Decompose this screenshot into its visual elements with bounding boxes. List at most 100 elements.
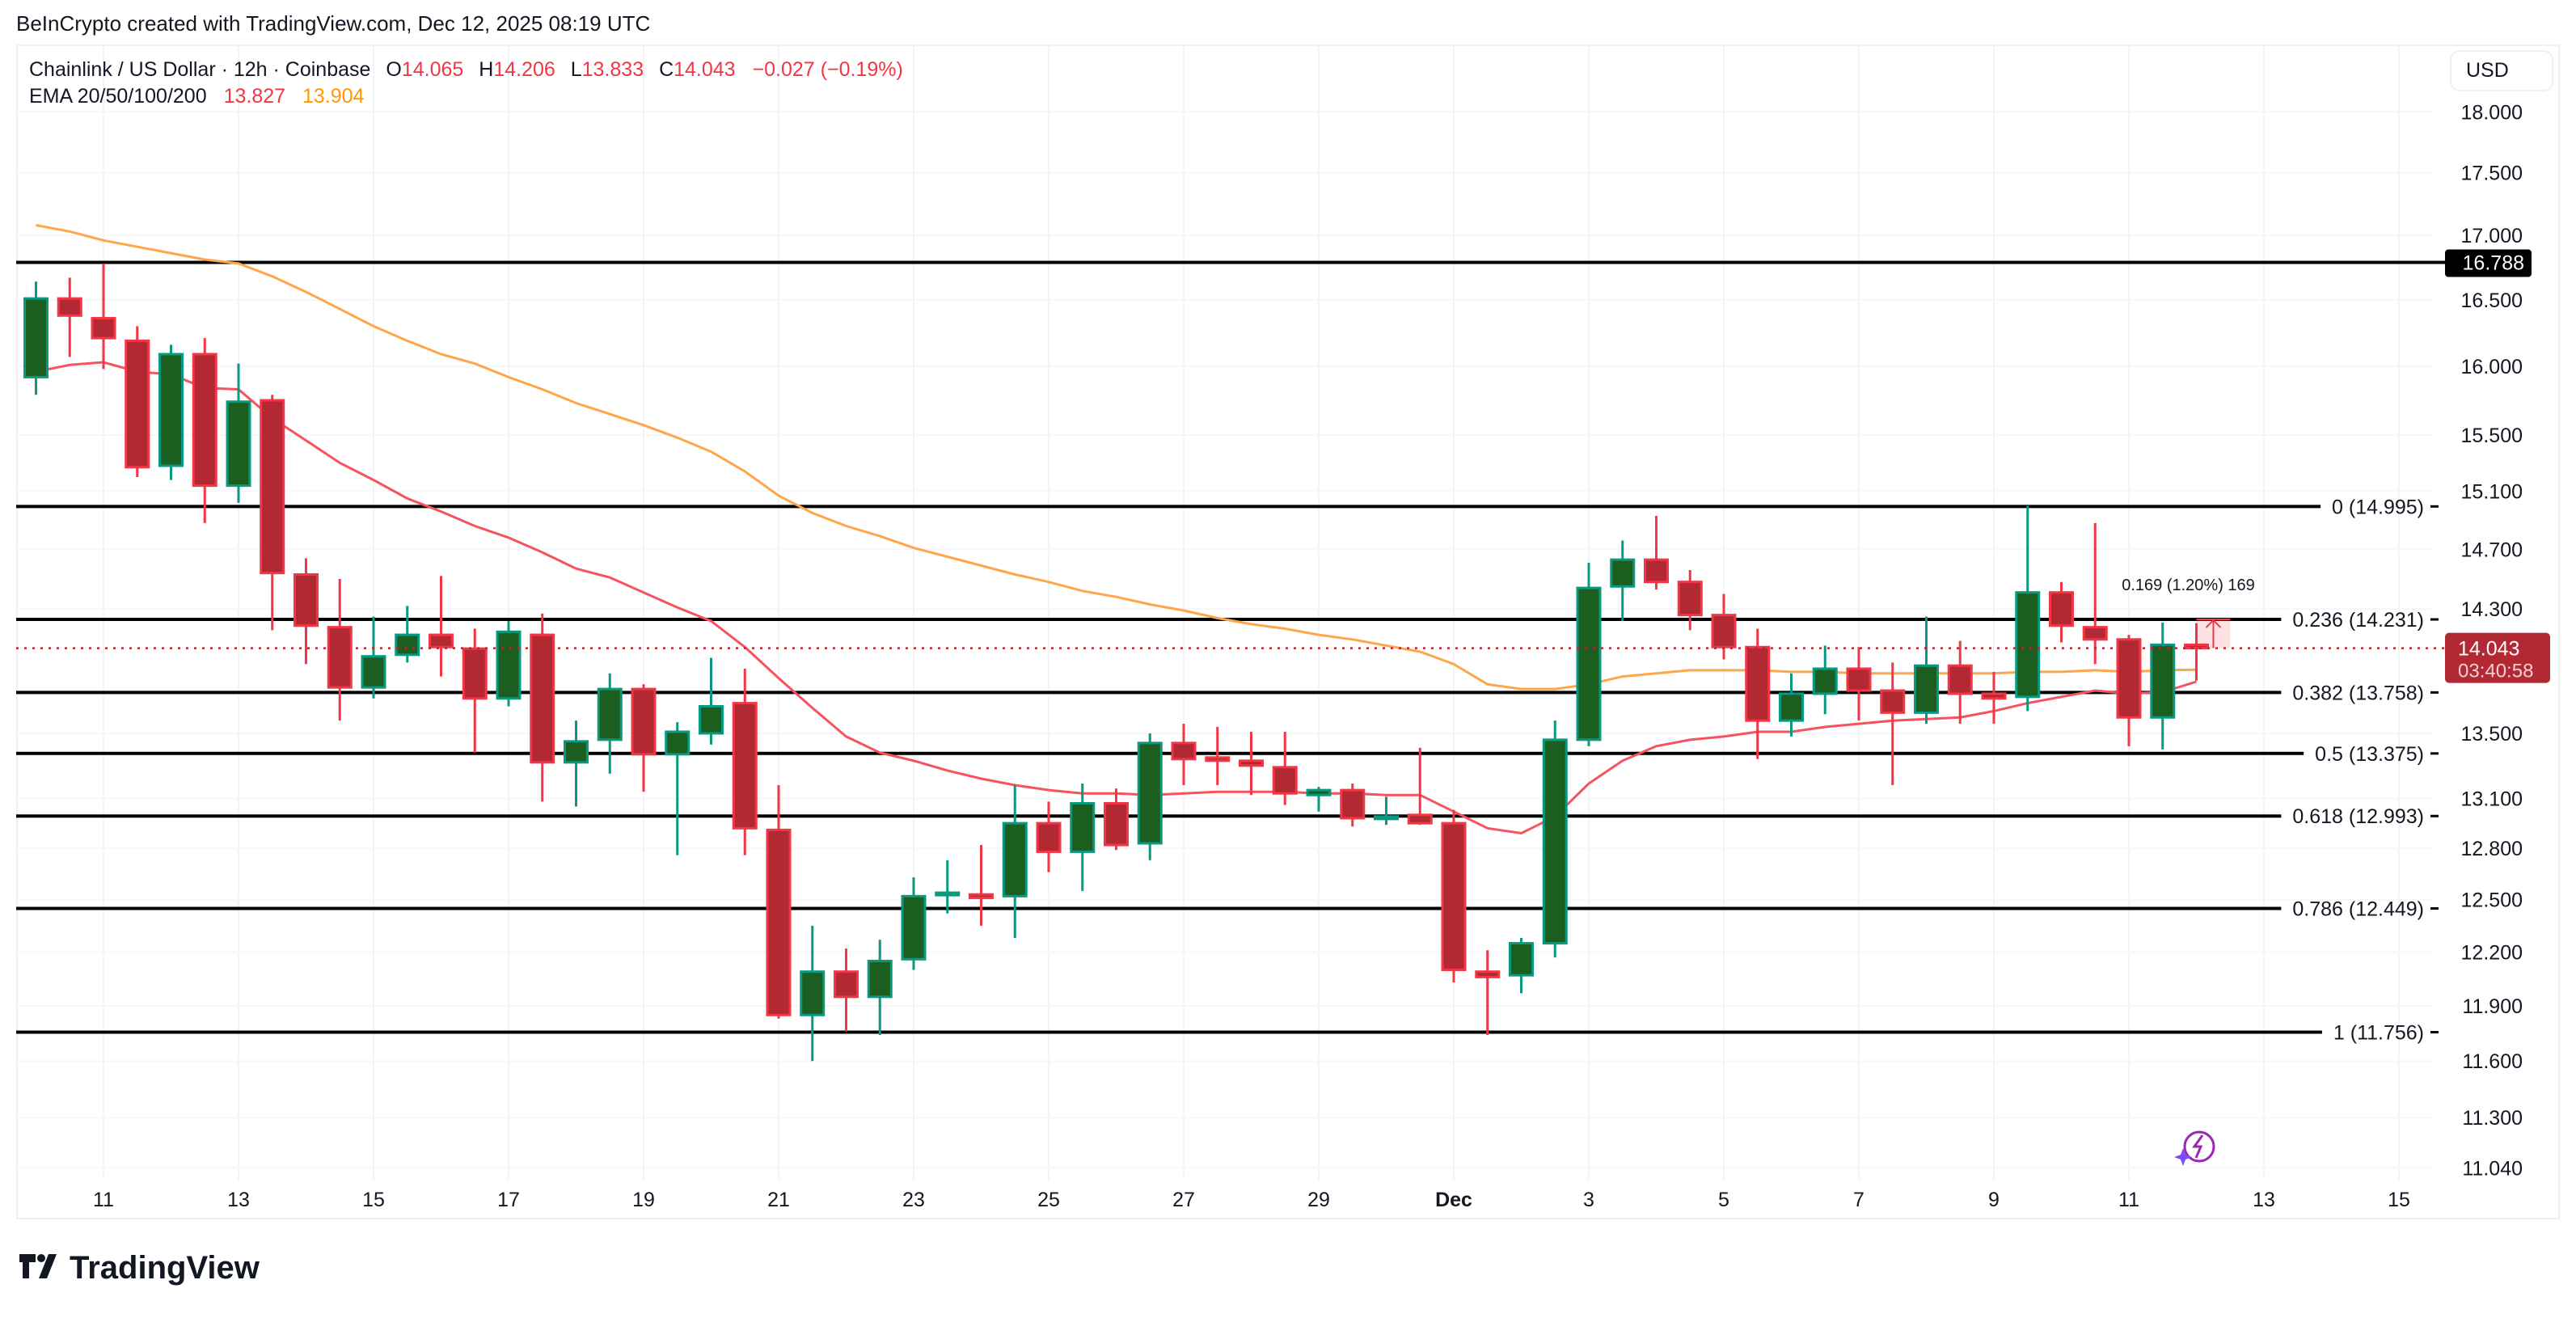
candle-up	[901, 877, 927, 970]
candle-down	[766, 785, 792, 1019]
candle-body	[2116, 638, 2142, 719]
candle-body	[2082, 626, 2108, 641]
candle-body	[327, 626, 353, 689]
ema-label[interactable]: EMA 20/50/100/200	[29, 85, 207, 108]
candle-body	[2184, 643, 2209, 650]
y-tick-label: 11.040	[2462, 1157, 2523, 1180]
symbol-title[interactable]: Chainlink / US Dollar · 12h · Coinbase	[29, 58, 371, 81]
candle-body	[1374, 815, 1399, 821]
icon-ring	[2183, 1130, 2215, 1163]
candle-body	[935, 891, 961, 897]
candle-down	[1104, 788, 1129, 851]
sparkle-icon	[2174, 1148, 2192, 1166]
candle-body	[1610, 558, 1636, 588]
candle-body	[631, 687, 657, 756]
x-tick-label: 27	[1172, 1189, 1195, 1211]
candle-body	[1981, 692, 2007, 700]
candle-body	[1104, 801, 1129, 847]
candle-down	[1644, 515, 1669, 589]
candle-down	[1239, 731, 1264, 796]
ema-50-value: 13.904	[302, 85, 365, 108]
candle-down	[1711, 594, 1737, 660]
candle-body	[462, 647, 488, 700]
candle-down	[1171, 724, 1197, 786]
candles	[23, 263, 2209, 1062]
candle-up	[1374, 796, 1399, 826]
candle-body	[1846, 667, 1872, 692]
candle-body	[361, 655, 386, 689]
candle-down	[1441, 809, 1467, 982]
y-tick-label: 11.300	[2462, 1107, 2523, 1130]
x-tick-label: 7	[1853, 1189, 1864, 1211]
candle-body	[1779, 692, 1804, 722]
candle-body	[57, 297, 82, 317]
candle-up	[496, 621, 522, 707]
axes: 11 13 15 17 19 21 23 25 27 29 Dec 3 5 7 9 11 13 15 18.000 1…	[93, 101, 2523, 1211]
y-tick-label: 14.700	[2461, 539, 2523, 561]
measure-arrowhead-icon	[2205, 619, 2222, 628]
chart-attribution: BeInCrypto created with TradingView.com,…	[16, 11, 651, 36]
candle-body	[1947, 664, 1973, 695]
tradingview-wordmark: TradingView	[70, 1250, 260, 1286]
horizontal-line-price-badge	[2445, 249, 2532, 277]
fibonacci-retracement: 0 (14.995) 0.236 (14.231) 0.382 (13.758) 0.…	[16, 260, 2445, 1045]
candle-down	[462, 628, 488, 753]
candle-body	[699, 705, 724, 735]
candle-body	[1711, 614, 1737, 648]
candle-up	[2150, 622, 2176, 750]
candle-body	[1644, 558, 1669, 584]
ohlc-open-value: 14.065	[401, 58, 464, 81]
candle-body	[1239, 759, 1264, 767]
candle-down	[2082, 522, 2108, 665]
candle-down	[631, 684, 657, 792]
ohlc-open-key: O	[386, 58, 402, 81]
candle-body	[158, 353, 184, 467]
candle-down	[1475, 950, 1501, 1036]
ohlc-low-key: L	[570, 58, 582, 81]
lightning-assistant-icon	[2174, 1130, 2215, 1166]
candle-body	[800, 970, 826, 1016]
candle-down	[57, 277, 82, 357]
candle-down	[1677, 569, 1703, 631]
candle-body	[395, 633, 420, 657]
candle-body	[1137, 741, 1163, 845]
candle-down	[1981, 671, 2007, 724]
y-tick-label: 11.900	[2462, 995, 2523, 1018]
candle-down	[1745, 628, 1771, 759]
x-tick-label: 19	[632, 1189, 655, 1211]
symbol-row: Chainlink / US Dollar · 12h · Coinbase O…	[29, 57, 903, 83]
x-tick-label: 13	[2253, 1189, 2275, 1211]
candle-body	[834, 970, 859, 999]
x-tick-label: 11	[93, 1189, 114, 1211]
candle-body	[867, 959, 893, 999]
candle-down	[2184, 623, 2209, 681]
fib-level-label: 0.786 (12.449)	[2292, 898, 2424, 921]
candle-down	[192, 338, 217, 523]
candle-body	[293, 572, 319, 627]
tradingview-brand[interactable]: TradingView	[19, 1250, 260, 1286]
candle-down	[91, 263, 116, 370]
candle-body	[1036, 822, 1062, 853]
candle-up	[1509, 938, 1534, 994]
candle-up	[1779, 673, 1804, 737]
y-tick-label: 15.100	[2461, 481, 2523, 504]
price-change: −0.027 (−0.19%)	[752, 58, 903, 81]
candle-up	[1812, 645, 1838, 715]
candle-body	[766, 828, 792, 1016]
fib-level-label: 0.5 (13.375)	[2315, 743, 2424, 766]
candle-down	[834, 948, 859, 1032]
lightning-bolt-icon	[2192, 1134, 2204, 1159]
candle-body	[91, 317, 116, 340]
currency-button[interactable]: USD	[2450, 50, 2553, 91]
x-tick-label: 5	[1718, 1189, 1729, 1211]
candle-up	[2015, 505, 2041, 712]
candle-up	[158, 344, 184, 480]
candle-body	[1171, 741, 1197, 761]
candle-body	[1407, 813, 1433, 825]
indicator-row[interactable]: EMA 20/50/100/200 13.827 13.904	[29, 83, 903, 110]
candle-body	[1576, 586, 1602, 741]
candle-up	[699, 657, 724, 745]
candle-down	[1340, 784, 1366, 827]
